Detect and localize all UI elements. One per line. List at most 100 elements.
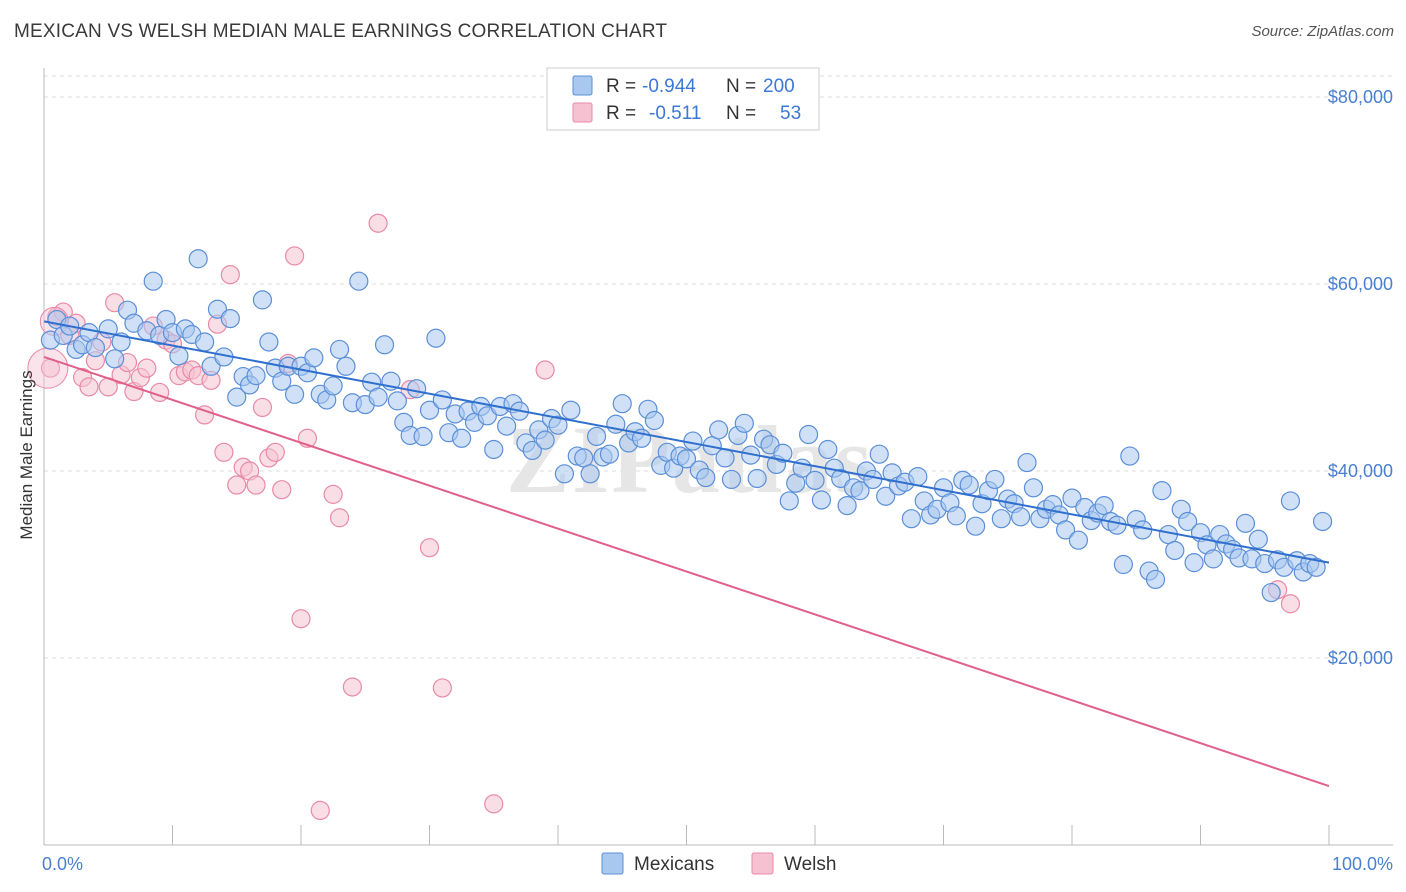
legend-r-label-2: R = <box>606 103 636 124</box>
welsh-point <box>195 405 215 425</box>
mexicans-point <box>876 486 896 506</box>
mexicans-point <box>676 449 697 469</box>
welsh-point <box>323 484 343 504</box>
mexicans-point <box>908 467 928 487</box>
mexicans-point <box>798 424 819 445</box>
trendlines <box>43 320 1330 788</box>
welsh-point <box>246 475 266 495</box>
welsh-point <box>342 677 362 697</box>
mexicans-point <box>1261 582 1281 603</box>
mexicans-point <box>259 332 279 352</box>
mexicans-point <box>709 420 729 440</box>
mexicans-point <box>426 328 446 348</box>
mexicans-point <box>612 394 632 414</box>
legend-r-value-1: -0.944 <box>642 76 696 97</box>
mexicans-point <box>477 406 497 426</box>
y-tick-labels: $20,000 $40,000 $60,000 $80,000 <box>1328 87 1393 668</box>
source-note: Source: ZipAtlas.com <box>1251 23 1394 40</box>
y-tick-label: $60,000 <box>1328 274 1393 294</box>
mexicans-point <box>1203 549 1223 569</box>
mexicans-point <box>252 290 273 310</box>
mexicans-point <box>599 444 620 464</box>
mexicans-point <box>1165 540 1185 561</box>
legend-swatch-welsh <box>572 102 593 123</box>
mexicans-point <box>901 509 921 529</box>
mexicans-point <box>985 469 1005 490</box>
mexicans-point <box>1280 491 1301 511</box>
mexicans-point <box>85 337 106 358</box>
mexicans-point <box>374 335 395 355</box>
welsh-point <box>272 480 292 500</box>
welsh-point <box>419 538 440 558</box>
mexicans-point <box>1152 481 1172 501</box>
welsh-point <box>310 800 330 821</box>
mexicans-point <box>387 391 407 411</box>
mexicans-point <box>201 356 221 376</box>
mexicans-point <box>837 495 857 516</box>
mexicans-point <box>1248 529 1268 549</box>
mexicans-point <box>734 413 754 433</box>
y-tick-label: $20,000 <box>1328 648 1393 668</box>
mexicans-point <box>1178 511 1198 532</box>
mexicans-point <box>419 400 440 420</box>
mexicans-point <box>329 339 350 360</box>
mexicans-point <box>811 490 832 510</box>
welsh-point <box>484 794 504 814</box>
mexicans-point <box>169 346 189 366</box>
x-tick-labels: 0.0% 100.0% <box>42 854 1393 874</box>
mexicans-point <box>850 481 870 501</box>
mexicans-point <box>522 440 542 461</box>
mexicans-point <box>535 430 555 450</box>
mexicans-point <box>1068 530 1089 550</box>
axes <box>43 68 1393 846</box>
mexicans-point <box>452 428 472 448</box>
y-tick-label: $40,000 <box>1328 461 1393 481</box>
mexicans-point <box>1306 557 1326 577</box>
mexicans-point <box>946 506 966 526</box>
mexicans-point <box>1017 452 1037 473</box>
bottom-legend-label-mexicans: Mexicans <box>634 854 714 875</box>
welsh-point <box>227 475 247 495</box>
mexicans-point <box>554 464 575 484</box>
welsh-point <box>368 213 388 233</box>
mexicans-point <box>323 376 343 396</box>
bottom-legend: Mexicans Welsh <box>601 852 836 875</box>
welsh-point <box>284 246 305 266</box>
bottom-legend-label-welsh: Welsh <box>784 854 836 875</box>
mexicans-point <box>1062 488 1082 508</box>
mexicans-point <box>561 400 581 420</box>
mexicans-point <box>220 308 240 329</box>
mexicans-point <box>966 516 986 536</box>
mexicans-point <box>869 444 889 464</box>
bottom-legend-swatch-mexicans <box>601 852 624 875</box>
mexicans-point <box>207 299 228 319</box>
mexicans-point <box>284 384 305 404</box>
legend-r-label-1: R = <box>606 76 636 97</box>
bottom-legend-swatch-welsh <box>751 852 774 875</box>
mexicans-point <box>779 491 799 511</box>
legend-n-label-1: N = <box>726 76 756 97</box>
mexicans-point <box>1010 507 1031 527</box>
legend-r-value-2: -0.511 <box>649 103 701 124</box>
mexicans-point <box>188 249 208 269</box>
mexicans-point <box>195 332 215 352</box>
welsh-points <box>27 213 1301 821</box>
mexicans-trendline <box>43 320 1330 564</box>
welsh-point <box>220 265 240 285</box>
mexicans-points <box>40 249 1333 603</box>
mexicans-point <box>484 439 504 460</box>
mexicans-point <box>747 468 767 489</box>
mexicans-point <box>1145 569 1166 590</box>
mexicans-point <box>246 366 266 386</box>
legend-box: R = -0.944 N = 200 R = -0.511 N = 53 <box>546 67 820 131</box>
welsh-point <box>1280 594 1301 614</box>
mexicans-point <box>548 415 568 435</box>
welsh-trendline <box>43 355 1330 788</box>
mexicans-point <box>721 469 742 490</box>
mexicans-point <box>1023 478 1044 498</box>
chart-title: MEXICAN VS WELSH MEDIAN MALE EARNINGS CO… <box>14 21 668 42</box>
mexicans-point <box>580 464 600 484</box>
mexicans-point <box>991 509 1011 529</box>
mexicans-point <box>959 475 979 495</box>
mexicans-point <box>227 387 247 407</box>
